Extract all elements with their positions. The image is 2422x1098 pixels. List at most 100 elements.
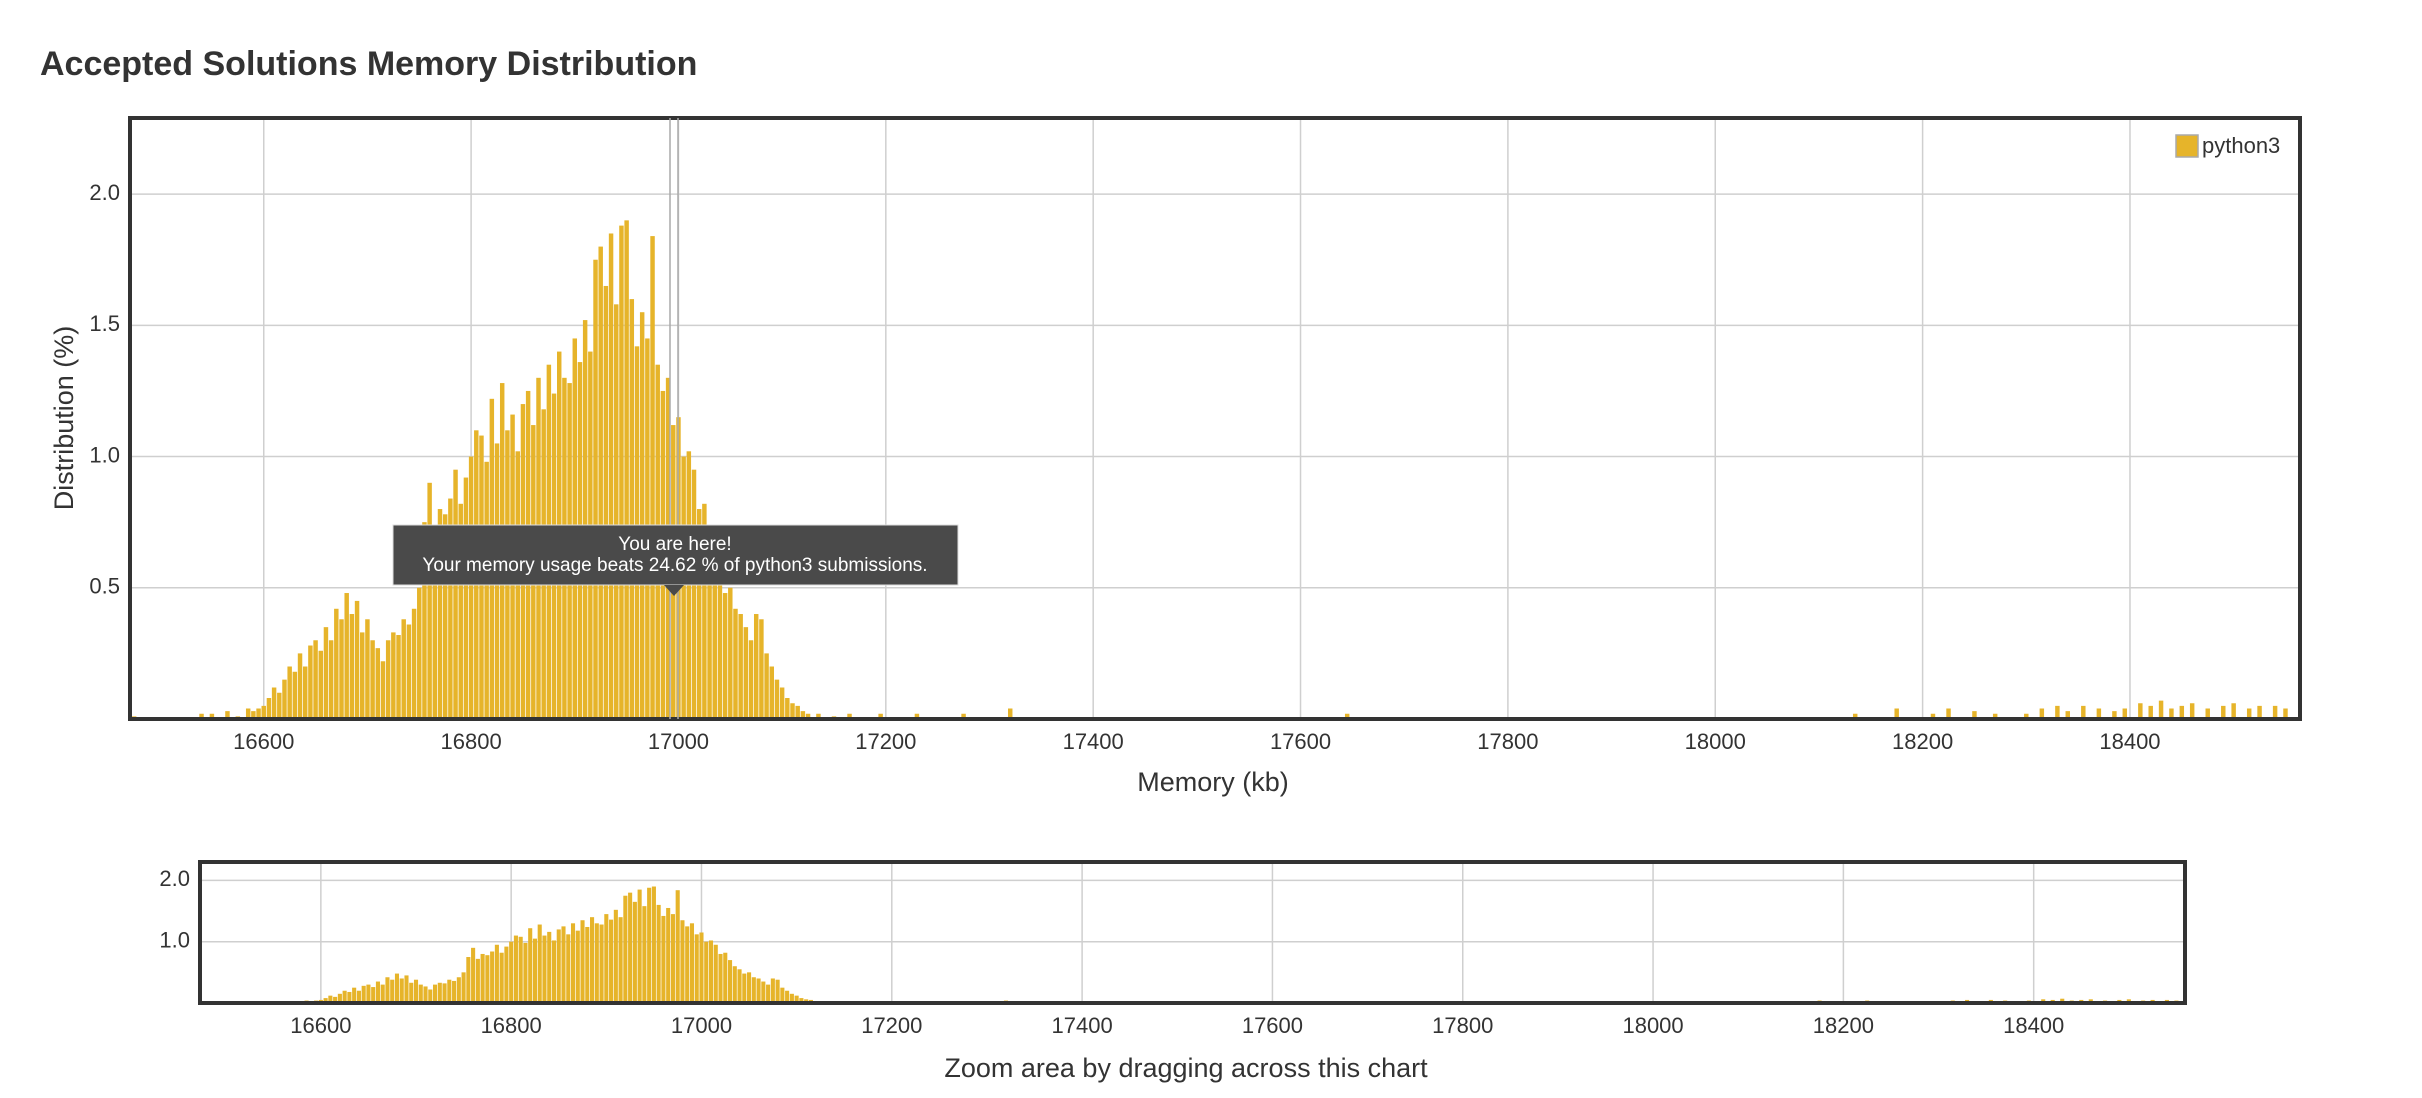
histogram-bar bbox=[816, 713, 821, 719]
y-tick-label: 1.0 bbox=[89, 442, 120, 467]
histogram-bar bbox=[432, 984, 438, 1003]
tooltip-title: You are here! bbox=[618, 534, 731, 555]
histogram-bar bbox=[728, 587, 733, 719]
histogram-bar bbox=[914, 713, 920, 719]
histogram-bar bbox=[2065, 711, 2070, 719]
histogram-bar bbox=[759, 619, 764, 719]
histogram-bar bbox=[590, 917, 595, 1003]
histogram-bar bbox=[413, 979, 419, 1003]
navigator-label[interactable]: Zoom area by dragging across this chart bbox=[944, 1053, 1428, 1083]
histogram-bar bbox=[399, 978, 404, 1003]
histogram-bar bbox=[738, 614, 743, 719]
histogram-bar bbox=[490, 951, 495, 1003]
tooltip: You are here!Your memory usage beats 24.… bbox=[392, 118, 959, 719]
histogram-bar bbox=[629, 299, 635, 719]
histogram-bar bbox=[380, 661, 386, 719]
histogram-bar bbox=[475, 958, 480, 1003]
x-tick-label: 17400 bbox=[1052, 1013, 1113, 1038]
histogram-bar bbox=[323, 998, 328, 1003]
histogram-bar bbox=[713, 944, 718, 1003]
histogram-bar bbox=[642, 906, 647, 1003]
histogram-bar bbox=[608, 233, 614, 719]
histogram-bar bbox=[302, 666, 308, 719]
histogram-bar bbox=[561, 926, 566, 1003]
histogram-bar bbox=[308, 645, 313, 719]
histogram-bar bbox=[375, 648, 381, 719]
histogram-bar bbox=[1344, 713, 1350, 719]
histogram-bar bbox=[1992, 713, 1998, 719]
histogram-bar bbox=[575, 930, 580, 1003]
histogram-bar bbox=[2272, 705, 2278, 719]
histogram-bar bbox=[2122, 708, 2128, 719]
histogram-bar bbox=[2179, 705, 2185, 719]
histogram-bar bbox=[623, 895, 628, 1003]
tooltip-arrow bbox=[664, 585, 684, 596]
histogram-bar bbox=[2257, 705, 2262, 719]
histogram-bar bbox=[509, 941, 514, 1003]
histogram-bar bbox=[328, 995, 333, 1003]
histogram-bar bbox=[628, 892, 633, 1003]
histogram-bar bbox=[406, 624, 412, 719]
histogram-bar bbox=[356, 990, 361, 1003]
y-tick-label: 1.0 bbox=[159, 928, 190, 953]
histogram-bar bbox=[418, 984, 423, 1003]
histogram-bar bbox=[718, 953, 723, 1003]
histogram-bar bbox=[401, 619, 406, 719]
histogram-bar bbox=[447, 979, 452, 1003]
histogram-bar bbox=[245, 708, 251, 719]
histogram-bar bbox=[360, 632, 365, 719]
histogram-bar bbox=[603, 285, 609, 719]
histogram-bar bbox=[499, 952, 504, 1003]
histogram-bar bbox=[2039, 708, 2045, 719]
histogram-bar bbox=[453, 469, 458, 719]
histogram-bar bbox=[1972, 711, 1977, 719]
histogram-bar bbox=[404, 975, 409, 1003]
histogram-bar bbox=[333, 996, 338, 1003]
histogram-bar bbox=[712, 561, 717, 719]
y-tick-label: 0.5 bbox=[89, 574, 120, 599]
histogram-bar bbox=[619, 225, 624, 720]
histogram-bar bbox=[689, 923, 695, 1003]
histogram-bar bbox=[670, 914, 675, 1003]
histogram-bar bbox=[385, 977, 390, 1003]
histogram-bar bbox=[391, 632, 396, 719]
histogram-bar bbox=[1894, 708, 1899, 719]
histogram-bar bbox=[696, 509, 702, 719]
histogram-bar bbox=[199, 713, 204, 719]
histogram-bar bbox=[209, 713, 215, 719]
histogram-bar bbox=[580, 920, 585, 1003]
histogram-bar bbox=[624, 220, 629, 720]
histogram-bar bbox=[593, 259, 598, 719]
histogram-bar bbox=[427, 482, 432, 719]
histogram-bar bbox=[442, 514, 448, 719]
histogram-bar bbox=[743, 627, 749, 719]
histogram-bar bbox=[1946, 708, 1951, 719]
histogram-bar bbox=[251, 711, 256, 719]
histogram-bar bbox=[361, 985, 366, 1003]
histogram-bar bbox=[452, 980, 457, 1003]
histogram-bar bbox=[480, 953, 485, 1003]
histogram-bar bbox=[647, 887, 652, 1003]
histogram-bar bbox=[266, 698, 272, 719]
x-tick-label: 17800 bbox=[1477, 729, 1538, 754]
histogram-bar bbox=[566, 934, 571, 1003]
x-tick-label: 17200 bbox=[855, 729, 916, 754]
histogram-bar bbox=[702, 503, 707, 719]
x-tick-label: 17600 bbox=[1270, 729, 1331, 754]
histogram-bar bbox=[651, 886, 656, 1003]
histogram-bar bbox=[764, 653, 769, 719]
histogram-bar bbox=[766, 984, 771, 1003]
histogram-bar bbox=[225, 711, 230, 719]
histogram-bar bbox=[339, 619, 344, 719]
histogram-bar bbox=[366, 984, 371, 1003]
histogram-bar bbox=[297, 653, 303, 719]
histogram-bar bbox=[790, 703, 795, 719]
histogram-bar bbox=[582, 320, 588, 719]
histogram-bar bbox=[847, 713, 852, 719]
histogram-bar bbox=[485, 955, 490, 1003]
histogram-bar bbox=[282, 679, 287, 719]
histogram-bar bbox=[747, 972, 752, 1003]
histogram-bar bbox=[422, 522, 427, 719]
histogram-bar bbox=[774, 679, 780, 719]
histogram-bar bbox=[423, 986, 428, 1003]
